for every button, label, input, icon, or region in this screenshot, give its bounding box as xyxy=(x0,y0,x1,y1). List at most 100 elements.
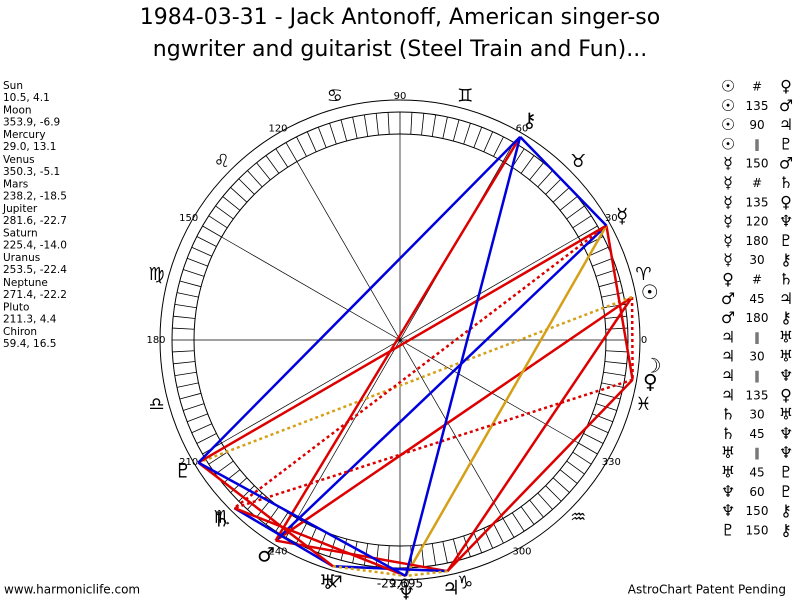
ring-tick xyxy=(275,148,289,168)
ring-tick xyxy=(493,136,504,157)
planet-position: 225.4, -14.0 xyxy=(3,240,67,252)
sign-glyph: ♓ xyxy=(635,394,651,415)
aspect-planet: ♄ xyxy=(721,424,735,443)
house-lines xyxy=(194,134,606,546)
ring-tick xyxy=(559,196,578,211)
aspect-type: 150 xyxy=(746,157,769,171)
ring-tick xyxy=(285,142,298,162)
aspect-line xyxy=(519,135,608,227)
ring-tick xyxy=(176,292,199,298)
ring-tick xyxy=(572,215,592,229)
degree-label: 240 xyxy=(268,546,287,557)
planet-glyph: ☽ xyxy=(644,353,662,377)
planet-glyph: ♆ xyxy=(397,580,415,600)
degree-label: 120 xyxy=(268,124,287,135)
aspect-type: 45 xyxy=(749,466,764,480)
planet-name: Moon xyxy=(3,105,32,117)
aspect-type: 60 xyxy=(749,485,764,499)
aspect-planet: ♃ xyxy=(721,366,735,385)
planet-name: Sun xyxy=(3,80,23,92)
ring-tick xyxy=(483,131,494,152)
planet-position: 10.5, 4.1 xyxy=(3,92,50,104)
ring-tick xyxy=(520,506,535,525)
ring-tick xyxy=(387,545,390,568)
planet-name: Saturn xyxy=(3,228,38,240)
aspect-planet: ☿ xyxy=(723,212,733,231)
ring-tick xyxy=(545,485,562,502)
ring-tick xyxy=(473,532,483,553)
ring-tick xyxy=(529,162,544,181)
aspect-planet: ⚷ xyxy=(780,308,792,327)
aspect-type: # xyxy=(752,176,762,190)
planet-glyph: ♃ xyxy=(442,575,460,599)
ring-tick xyxy=(598,392,621,400)
ring-tick xyxy=(592,413,613,423)
title: ngwriter and guitarist (Steel Train and … xyxy=(153,37,647,62)
house-line xyxy=(221,236,579,444)
aspect-planet: ♇ xyxy=(779,134,793,153)
ring-tick xyxy=(572,451,592,465)
planet-glyph: ♄ xyxy=(213,507,231,531)
ring-tick xyxy=(452,119,460,142)
ring-tick xyxy=(588,246,609,257)
aspect-planet: ♀ xyxy=(780,192,792,211)
degree-label: 150 xyxy=(179,213,198,224)
ring-tick xyxy=(329,123,337,145)
aspect-type: 135 xyxy=(746,99,769,113)
aspect-type: 150 xyxy=(746,523,769,537)
aspect-type: 45 xyxy=(749,427,764,441)
degree-label: 180 xyxy=(146,335,165,346)
ring-tick xyxy=(473,127,483,148)
ring-tick xyxy=(172,350,195,353)
aspect-type: 180 xyxy=(746,311,769,325)
planet-glyph: ⚷ xyxy=(522,108,537,132)
aspect-line xyxy=(405,569,448,578)
ring-tick xyxy=(588,423,609,434)
ring-tick xyxy=(196,236,217,247)
ring-tick xyxy=(387,112,390,135)
aspect-planet: ♄ xyxy=(779,173,793,192)
ring-tick xyxy=(601,292,624,298)
ring-tick xyxy=(605,350,628,353)
planet-glyph: ♀ xyxy=(643,369,658,393)
planet-name: Neptune xyxy=(3,277,48,289)
sign-glyph: ♏ xyxy=(214,507,230,528)
ring-tick xyxy=(215,205,234,220)
aspect-planet: ♆ xyxy=(721,501,735,520)
website: www.harmoniclife.com xyxy=(4,583,140,597)
sign-glyph: ♎ xyxy=(149,394,165,415)
ring-tick xyxy=(179,280,202,288)
ring-tick xyxy=(578,225,598,238)
aspect-type: 150 xyxy=(746,504,769,518)
planet-name: Uranus xyxy=(3,252,40,264)
planet-glyph: ☿ xyxy=(616,203,628,227)
planet-position: 350.3, -5.1 xyxy=(3,166,60,178)
aspect-type: 30 xyxy=(749,408,764,422)
aspect-planet: ☉ xyxy=(721,115,735,134)
aspect-planet: ☿ xyxy=(723,231,733,250)
aspect-planet: ♂ xyxy=(721,289,735,308)
ring-tick xyxy=(173,361,196,365)
ring-tick xyxy=(363,114,369,137)
ring-tick xyxy=(604,315,627,319)
degree-label: 210 xyxy=(179,457,198,468)
aspect-planet: ♇ xyxy=(779,463,793,482)
aspect-line xyxy=(233,506,334,568)
aspect-planet: ♅ xyxy=(779,347,793,366)
ring-tick xyxy=(463,123,471,145)
aspect-line xyxy=(274,295,633,542)
aspect-line xyxy=(197,461,407,578)
ring-tick xyxy=(463,535,471,557)
aspect-planet: ♃ xyxy=(779,115,793,134)
aspect-line xyxy=(446,296,634,572)
degree-label: 30 xyxy=(605,213,618,224)
planet-name: Pluto xyxy=(3,301,29,313)
aspect-planet: ♅ xyxy=(779,405,793,424)
ring-tick xyxy=(583,433,604,444)
sign-glyph: ♍ xyxy=(149,264,165,285)
sign-glyph: ♒ xyxy=(570,507,586,528)
degree-label: 60 xyxy=(516,124,529,135)
planet-name: Venus xyxy=(3,154,35,166)
aspect-planet: ♆ xyxy=(779,443,793,462)
planet-name: Mars xyxy=(3,178,28,190)
